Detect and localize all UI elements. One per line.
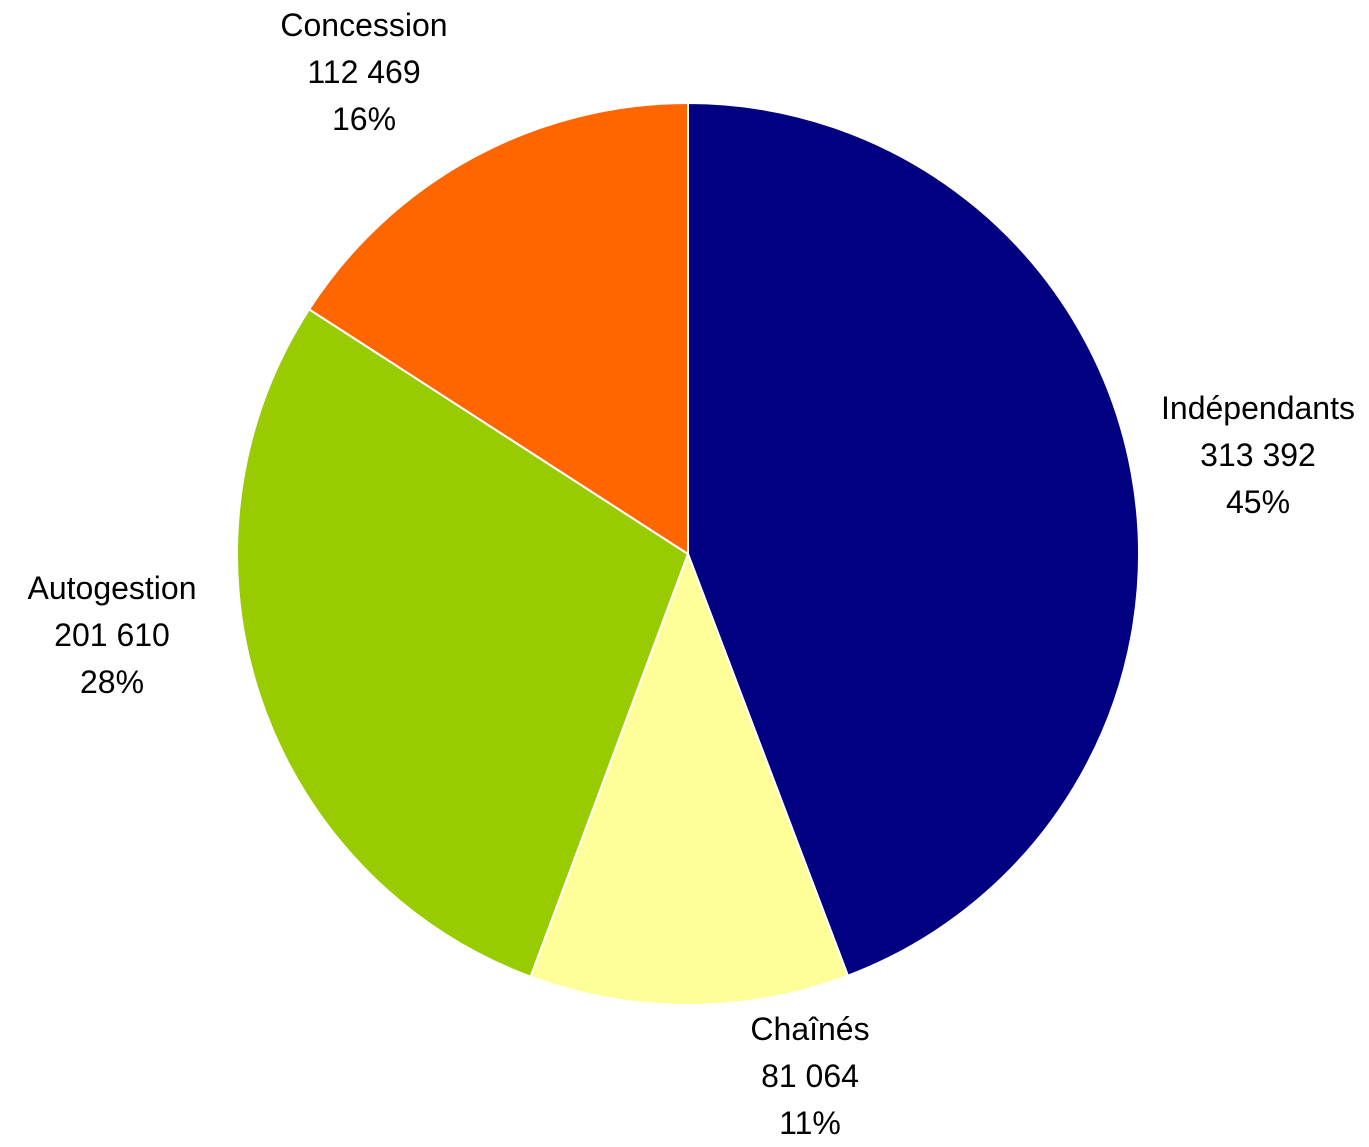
label-concession: Concession 112 469 16% <box>280 2 447 143</box>
label-chaines-name: Chaînés <box>750 1011 870 1047</box>
pie-slice-autogestion <box>236 308 689 978</box>
label-independants: Indépendants 313 392 45% <box>1161 385 1355 526</box>
label-independants-value: 313 392 <box>1200 437 1316 473</box>
label-autogestion: Autogestion 201 610 28% <box>27 565 196 706</box>
label-concession-percent: 16% <box>331 101 397 137</box>
pie-slice-concession <box>308 102 689 555</box>
label-autogestion-value: 201 610 <box>54 617 170 653</box>
label-chaines-value: 81 064 <box>761 1058 859 1094</box>
label-autogestion-name: Autogestion <box>27 570 197 606</box>
label-autogestion-percent: 28% <box>79 664 145 700</box>
label-independants-percent: 45% <box>1225 484 1291 520</box>
label-concession-name: Concession <box>280 7 448 43</box>
label-chaines: Chaînés 81 064 11% <box>750 1006 869 1147</box>
label-concession-value: 112 469 <box>307 54 421 90</box>
pie-slice-independants <box>687 102 1140 977</box>
pie-slice-chaines <box>529 553 849 1006</box>
label-chaines-percent: 11% <box>779 1105 841 1141</box>
label-independants-name: Indépendants <box>1161 390 1355 426</box>
